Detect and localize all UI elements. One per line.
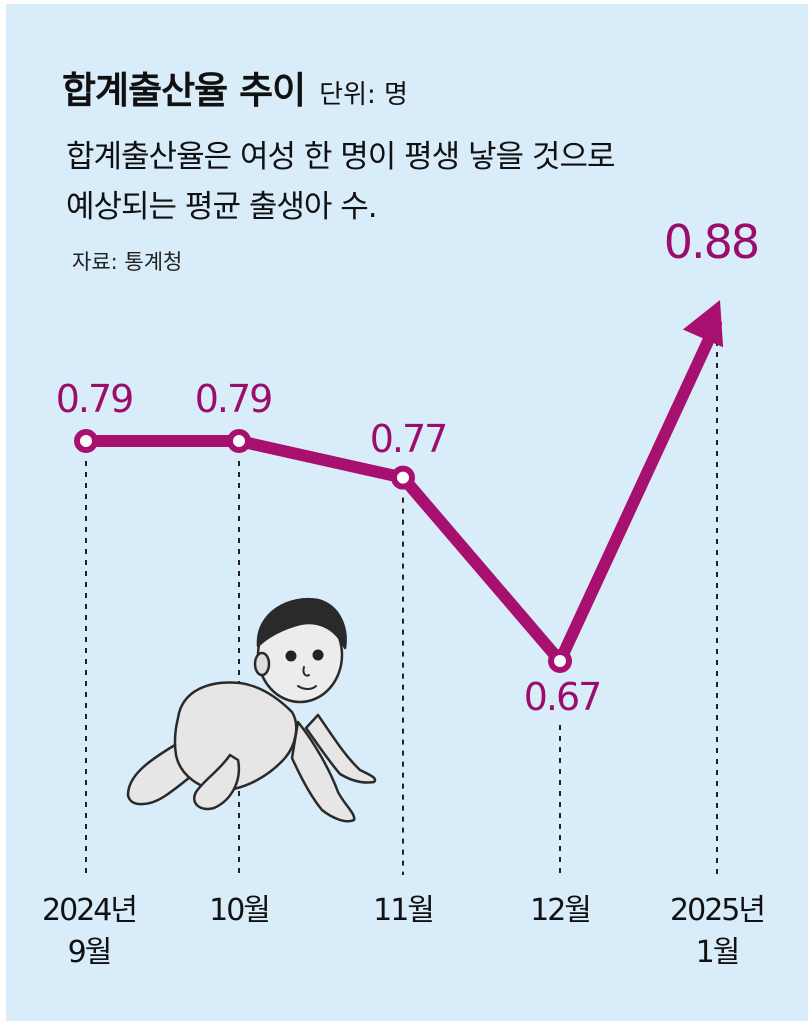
x-tick-label-1-0: 10월 — [209, 893, 269, 928]
x-tick-label-0-0: 2024년 — [42, 893, 136, 928]
x-tick-label-4-1: 1월 — [696, 935, 739, 970]
source-note: 자료: 통계청 — [72, 250, 183, 274]
chart-title: 합계출산율 추이 — [62, 69, 306, 112]
description-line-2: 예상되는 평균 출생아 수. — [66, 189, 378, 225]
data-label-2: 0.77 — [370, 417, 447, 461]
data-label-3: 0.67 — [524, 675, 601, 719]
x-tick-label-2-0: 11월 — [373, 893, 433, 928]
series-line — [80, 318, 722, 667]
data-label-4: 0.88 — [664, 215, 758, 269]
chart-description: 합계출산율은 여성 한 명이 평생 낳을 것으로 예상되는 평균 출생아 수. — [66, 132, 756, 232]
description-line-1: 합계출산율은 여성 한 명이 평생 낳을 것으로 — [66, 139, 615, 175]
data-point-0 — [74, 429, 98, 453]
x-tick-label-3-0: 12월 — [530, 893, 590, 928]
data-point-1 — [227, 429, 251, 453]
data-point-2 — [391, 465, 415, 490]
data-point-3 — [548, 649, 572, 673]
unit-label: 단위: 명 — [319, 80, 408, 110]
guide-lines — [85, 330, 718, 875]
x-tick-label-0-1: 9월 — [68, 935, 111, 970]
data-labels: 0.79 0.79 0.77 0.67 0.88 — [56, 215, 761, 719]
x-tick-label-4-0: 2025년 — [670, 893, 764, 928]
x-axis-ticks: 2024년 9월 10월 11월 12월 2025년 1월 — [42, 893, 766, 970]
data-label-1: 0.79 — [195, 377, 272, 421]
crawling-baby-illustration — [126, 597, 377, 823]
series-arrowhead — [682, 300, 724, 348]
title-row: 합계출산율 추이 단위: 명 — [62, 60, 408, 114]
data-points — [74, 429, 572, 673]
data-label-0: 0.79 — [56, 377, 133, 421]
chart-panel: 합계출산율 추이 단위: 명 합계출산율은 여성 한 명이 평생 낳을 것으로 … — [6, 4, 808, 1021]
